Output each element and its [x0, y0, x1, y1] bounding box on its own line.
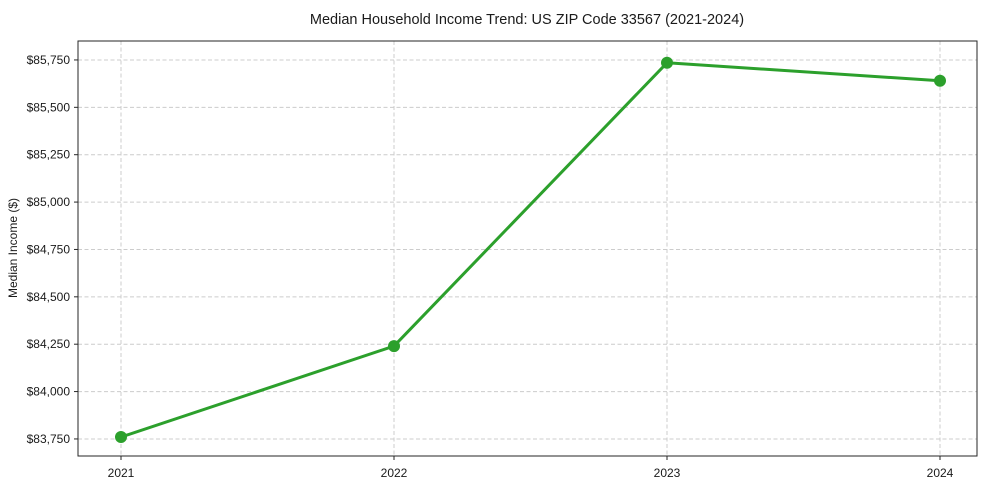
y-axis-label: Median Income ($) [6, 198, 20, 298]
series-layer [115, 56, 946, 444]
series-line [119, 61, 942, 439]
x-tick-label: 2024 [927, 466, 954, 480]
y-tick-label: $84,500 [27, 290, 71, 304]
data-point-2023 [661, 56, 673, 69]
axes-layer [74, 40, 978, 460]
data-point-2021 [115, 431, 127, 444]
y-tick-label: $84,250 [27, 337, 71, 351]
x-tick-label: 2023 [654, 466, 681, 480]
x-tick-label: 2022 [381, 466, 408, 480]
y-tick-label: $85,500 [27, 100, 71, 114]
y-tick-label: $85,750 [27, 53, 71, 67]
y-tick-label: $83,750 [27, 432, 71, 446]
data-point-2022 [388, 340, 400, 353]
y-tick-label: $84,000 [27, 385, 71, 399]
y-tick-label: $84,750 [27, 242, 71, 256]
x-tick-label: 2021 [108, 466, 135, 480]
gridlines-layer [78, 41, 977, 456]
data-point-2024 [934, 74, 946, 87]
plot-frame [77, 40, 978, 457]
y-tick-label: $85,250 [27, 148, 71, 162]
chart-title: Median Household Income Trend: US ZIP Co… [310, 12, 744, 28]
tick-label-layer: $83,750 $84,000 $84,250 $84,500 $84,750 $85,0… [27, 53, 954, 480]
y-tick-label: $85,000 [27, 195, 71, 209]
